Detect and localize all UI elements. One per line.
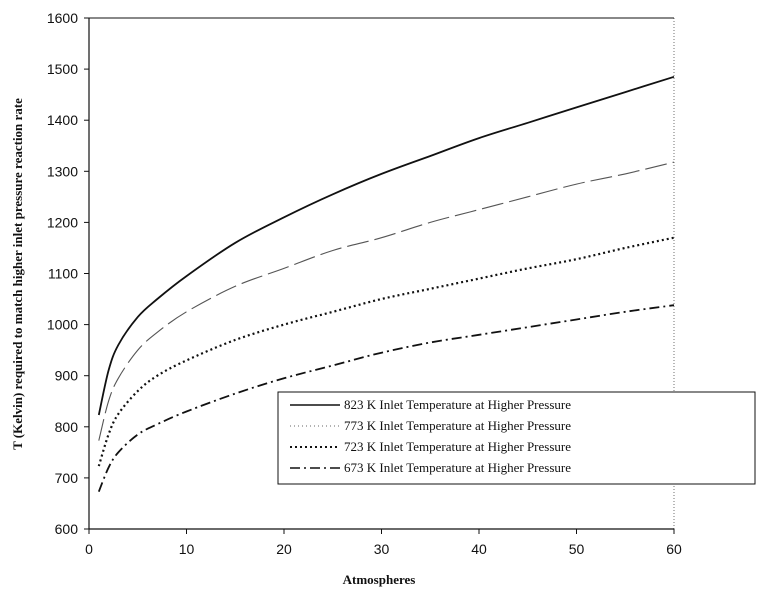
- legend-entry-773k: 773 K Inlet Temperature at Higher Pressu…: [290, 418, 571, 433]
- legend-entry-823k: 823 K Inlet Temperature at Higher Pressu…: [290, 397, 571, 412]
- legend-label-773k: 773 K Inlet Temperature at Higher Pressu…: [344, 418, 571, 433]
- y-tick-label: 1100: [48, 266, 78, 282]
- legend-entry-673k: 673 K Inlet Temperature at Higher Pressu…: [290, 460, 571, 475]
- y-tick-label: 1600: [47, 10, 78, 26]
- y-tick-label: 1400: [47, 112, 78, 128]
- y-tick-label: 1000: [47, 317, 78, 333]
- x-tick-label: 0: [85, 541, 93, 557]
- series-line-0: [97, 75, 675, 416]
- legend-entry-723k: 723 K Inlet Temperature at Higher Pressu…: [290, 439, 571, 454]
- x-tick-label: 40: [471, 541, 487, 557]
- x-tick-label: 30: [374, 541, 390, 557]
- legend-label-823k: 823 K Inlet Temperature at Higher Pressu…: [344, 397, 571, 412]
- x-tick-label: 60: [666, 541, 682, 557]
- series-line-2: [97, 236, 675, 467]
- y-axis: 600 700 800 900 1000 1100 1200 1300 1400 1500 1600: [47, 10, 89, 537]
- y-tick-label: 1300: [47, 163, 78, 179]
- legend-box: [277, 391, 756, 485]
- x-tick-label: 10: [179, 541, 195, 557]
- series-line-1: [98, 161, 675, 441]
- y-tick-label: 600: [55, 521, 79, 537]
- y-tick-label: 1500: [47, 61, 78, 77]
- legend-label-673k: 673 K Inlet Temperature at Higher Pressu…: [344, 460, 571, 475]
- x-tick-label: 50: [569, 541, 585, 557]
- x-axis: 0 10 20 30 40 50 60: [85, 529, 682, 557]
- legend-label-723k: 723 K Inlet Temperature at Higher Pressu…: [344, 439, 571, 454]
- x-tick-label: 20: [276, 541, 292, 557]
- y-tick-label: 1200: [47, 214, 78, 230]
- series-layer: [97, 75, 675, 493]
- y-tick-label: 700: [55, 470, 79, 486]
- series-line-3: [97, 304, 675, 493]
- legend: 823 K Inlet Temperature at Higher Pressu…: [277, 391, 756, 485]
- y-tick-label: 900: [55, 368, 79, 384]
- y-tick-label: 800: [55, 419, 79, 435]
- y-axis-title: T (Kelvin) required to match higher inle…: [10, 98, 25, 450]
- x-axis-title: Atmospheres: [343, 572, 416, 587]
